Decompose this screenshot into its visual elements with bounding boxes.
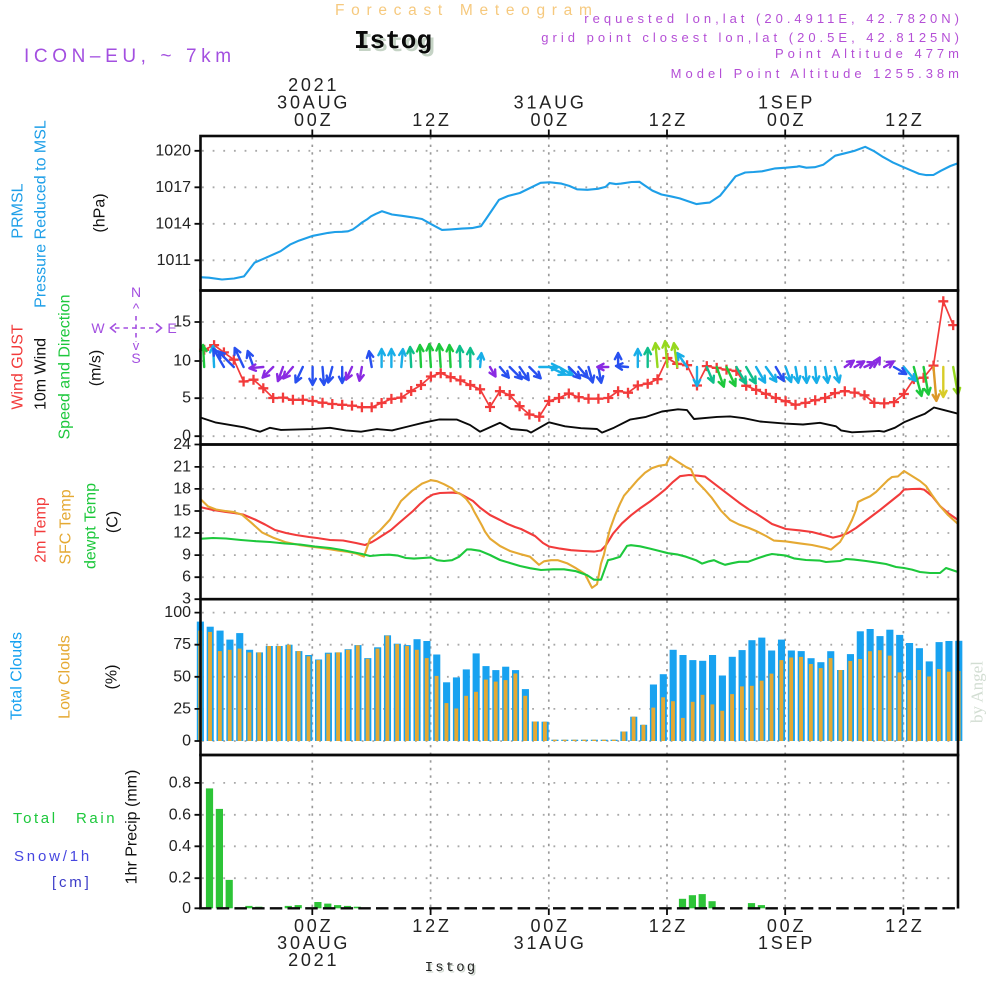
svg-text:Pressure Reduced to MSL: Pressure Reduced to MSL [33, 120, 50, 308]
svg-text:10: 10 [173, 353, 191, 370]
svg-text:Total: Total [13, 810, 58, 827]
svg-text:[cm]: [cm] [52, 874, 92, 891]
svg-text:0: 0 [182, 900, 191, 917]
svg-text:PRMSL: PRMSL [10, 183, 27, 238]
svg-text:00Z: 00Z [530, 916, 569, 936]
svg-text:Forecast Meteogram: Forecast Meteogram [335, 2, 599, 19]
svg-text:^: ^ [133, 300, 140, 316]
svg-text:Low Clouds: Low Clouds [57, 635, 74, 719]
svg-text:00Z: 00Z [294, 916, 333, 936]
svg-text:50: 50 [173, 668, 191, 685]
svg-text:0.8: 0.8 [169, 774, 191, 791]
svg-text:0.6: 0.6 [169, 806, 191, 823]
svg-text:1014: 1014 [155, 215, 191, 232]
svg-text:12Z: 12Z [885, 110, 924, 130]
svg-text:2021: 2021 [288, 950, 339, 970]
svg-text:12Z: 12Z [412, 110, 451, 130]
svg-text:Wind GUST: Wind GUST [10, 324, 27, 410]
svg-text:1011: 1011 [157, 252, 192, 269]
svg-text:00Z: 00Z [767, 916, 806, 936]
svg-text:0: 0 [182, 428, 191, 445]
svg-text:1020: 1020 [155, 142, 191, 159]
svg-text:(C): (C) [105, 511, 122, 533]
svg-text:9: 9 [182, 547, 191, 564]
svg-text:12Z: 12Z [885, 916, 924, 936]
svg-text:(%): (%) [104, 665, 121, 690]
svg-text:3: 3 [182, 591, 191, 608]
svg-text:00Z: 00Z [767, 110, 806, 130]
svg-text:(hPa): (hPa) [92, 193, 109, 232]
svg-text:0.4: 0.4 [169, 838, 191, 855]
svg-text:Model Point Altitude 1255.38m: Model Point Altitude 1255.38m [671, 66, 963, 81]
svg-text:grid point closest lon,lat (20: grid point closest lon,lat (20.5E, 42.81… [541, 30, 963, 45]
svg-text:2m Temp: 2m Temp [33, 497, 50, 563]
svg-text:Total Clouds: Total Clouds [9, 632, 26, 720]
svg-text:v: v [133, 338, 140, 353]
svg-text:15: 15 [173, 503, 191, 520]
svg-text:00Z: 00Z [294, 110, 333, 130]
svg-text:1017: 1017 [155, 179, 191, 196]
svg-text:00Z: 00Z [530, 110, 569, 130]
svg-text:10m Wind: 10m Wind [33, 338, 50, 410]
svg-text:E: E [167, 320, 176, 336]
svg-text:W: W [91, 320, 105, 336]
svg-text:1hr Precip (mm): 1hr Precip (mm) [124, 770, 141, 885]
svg-text:Istog: Istog [354, 26, 432, 56]
svg-text:12Z: 12Z [649, 110, 688, 130]
svg-text:SFC Temp: SFC Temp [58, 489, 75, 564]
svg-text:12: 12 [173, 525, 191, 542]
svg-text:2021: 2021 [288, 75, 339, 95]
svg-text:1SEP: 1SEP [758, 933, 815, 953]
svg-text:24: 24 [173, 436, 191, 453]
svg-text:(m/s): (m/s) [88, 350, 105, 386]
svg-text:75: 75 [173, 636, 191, 653]
svg-text:dewpt Temp: dewpt Temp [83, 483, 100, 569]
svg-text:Snow/1h: Snow/1h [14, 848, 92, 865]
svg-text:21: 21 [173, 458, 191, 475]
svg-text:6: 6 [182, 569, 191, 586]
svg-text:30AUG: 30AUG [277, 93, 350, 113]
svg-text:by Angel: by Angel [968, 661, 987, 723]
svg-text:S: S [131, 350, 140, 366]
svg-text:15: 15 [173, 314, 191, 331]
svg-text:1SEP: 1SEP [758, 93, 815, 113]
svg-text:5: 5 [182, 390, 191, 407]
svg-text:30AUG: 30AUG [277, 933, 350, 953]
svg-text:Istog: Istog [425, 960, 478, 976]
svg-text:12Z: 12Z [412, 916, 451, 936]
svg-text:0: 0 [182, 733, 191, 750]
svg-text:requested lon,lat (20.4911E, 4: requested lon,lat (20.4911E, 42.7820N) [584, 11, 963, 26]
svg-text:Rain: Rain [76, 810, 117, 827]
svg-text:N: N [131, 284, 141, 300]
svg-text:Point Altitude 477m: Point Altitude 477m [775, 46, 963, 61]
svg-text:Speed and Direction: Speed and Direction [57, 295, 74, 440]
svg-text:31AUG: 31AUG [514, 93, 587, 113]
svg-text:100: 100 [164, 604, 191, 621]
svg-text:0.2: 0.2 [169, 870, 191, 887]
svg-text:18: 18 [173, 480, 191, 497]
svg-text:25: 25 [173, 700, 191, 717]
svg-text:ICON–EU, ~ 7km: ICON–EU, ~ 7km [24, 46, 236, 67]
svg-text:31AUG: 31AUG [514, 933, 587, 953]
svg-text:12Z: 12Z [649, 916, 688, 936]
